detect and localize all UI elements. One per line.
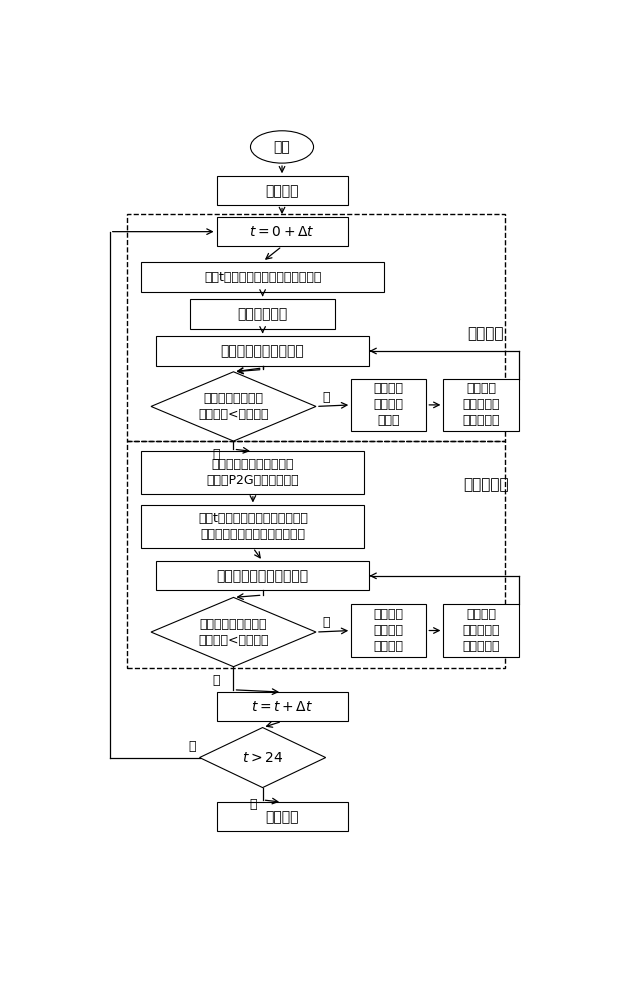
Text: 否: 否 xyxy=(322,391,329,404)
FancyBboxPatch shape xyxy=(190,299,336,329)
Text: 计算燃气轮机的天然气消
耗量和P2G的天然气产量: 计算燃气轮机的天然气消 耗量和P2G的天然气产量 xyxy=(207,458,299,487)
FancyBboxPatch shape xyxy=(217,176,347,205)
Text: 计算天然气系统误差向量: 计算天然气系统误差向量 xyxy=(217,569,309,583)
FancyBboxPatch shape xyxy=(443,604,518,657)
Text: 计算电力系统误差向量: 计算电力系统误差向量 xyxy=(221,344,304,358)
Text: $t=t+\Delta t$: $t=t+\Delta t$ xyxy=(251,700,313,714)
Text: 是: 是 xyxy=(249,798,257,811)
FancyBboxPatch shape xyxy=(351,604,426,657)
Text: $t>24$: $t>24$ xyxy=(242,751,283,765)
FancyBboxPatch shape xyxy=(141,262,384,292)
Text: 计算天然
气系统雅
克比矩阵: 计算天然 气系统雅 克比矩阵 xyxy=(374,608,404,653)
FancyBboxPatch shape xyxy=(443,379,518,431)
FancyBboxPatch shape xyxy=(156,561,369,590)
FancyBboxPatch shape xyxy=(156,336,369,366)
FancyBboxPatch shape xyxy=(141,505,364,548)
Text: 否: 否 xyxy=(322,616,329,629)
Text: 是: 是 xyxy=(213,674,220,687)
Text: 开始: 开始 xyxy=(274,140,290,154)
FancyBboxPatch shape xyxy=(217,217,347,246)
Text: 计算修正
量，并求新
的变量初值: 计算修正 量，并求新 的变量初值 xyxy=(462,382,500,427)
Polygon shape xyxy=(200,728,326,788)
Text: 计算修正
量，并求新
的变量初值: 计算修正 量，并求新 的变量初值 xyxy=(462,608,500,653)
Text: 输入数据: 输入数据 xyxy=(265,184,299,198)
Text: $t=0+\Delta t$: $t=0+\Delta t$ xyxy=(249,225,315,239)
Text: 是: 是 xyxy=(213,448,220,461)
Text: 否: 否 xyxy=(188,740,196,753)
Polygon shape xyxy=(151,372,316,441)
Text: 天然气系统: 天然气系统 xyxy=(463,477,508,492)
Text: 电力系统误差向量
中最大值<收敛判据: 电力系统误差向量 中最大值<收敛判据 xyxy=(198,392,269,421)
Text: 天然气系统误差向量
中最大值<收敛判据: 天然气系统误差向量 中最大值<收敛判据 xyxy=(198,618,269,647)
FancyBboxPatch shape xyxy=(217,692,347,721)
Text: 设置t时刻节点电压幅值、相角初值: 设置t时刻节点电压幅值、相角初值 xyxy=(204,271,321,284)
FancyBboxPatch shape xyxy=(141,451,364,494)
Text: 电力系统: 电力系统 xyxy=(468,327,504,342)
Text: 计算电力
系统雅克
比矩阵: 计算电力 系统雅克 比矩阵 xyxy=(374,382,404,427)
Text: 输出结果: 输出结果 xyxy=(265,810,299,824)
FancyBboxPatch shape xyxy=(351,379,426,431)
FancyBboxPatch shape xyxy=(217,802,347,831)
Polygon shape xyxy=(151,597,316,667)
Text: 设置t时刻节点压力、管道分段节
点压力和流量、加压站流量初值: 设置t时刻节点压力、管道分段节 点压力和流量、加压站流量初值 xyxy=(198,512,308,541)
Text: 形成导纳矩阵: 形成导纳矩阵 xyxy=(237,307,288,321)
Ellipse shape xyxy=(250,131,314,163)
